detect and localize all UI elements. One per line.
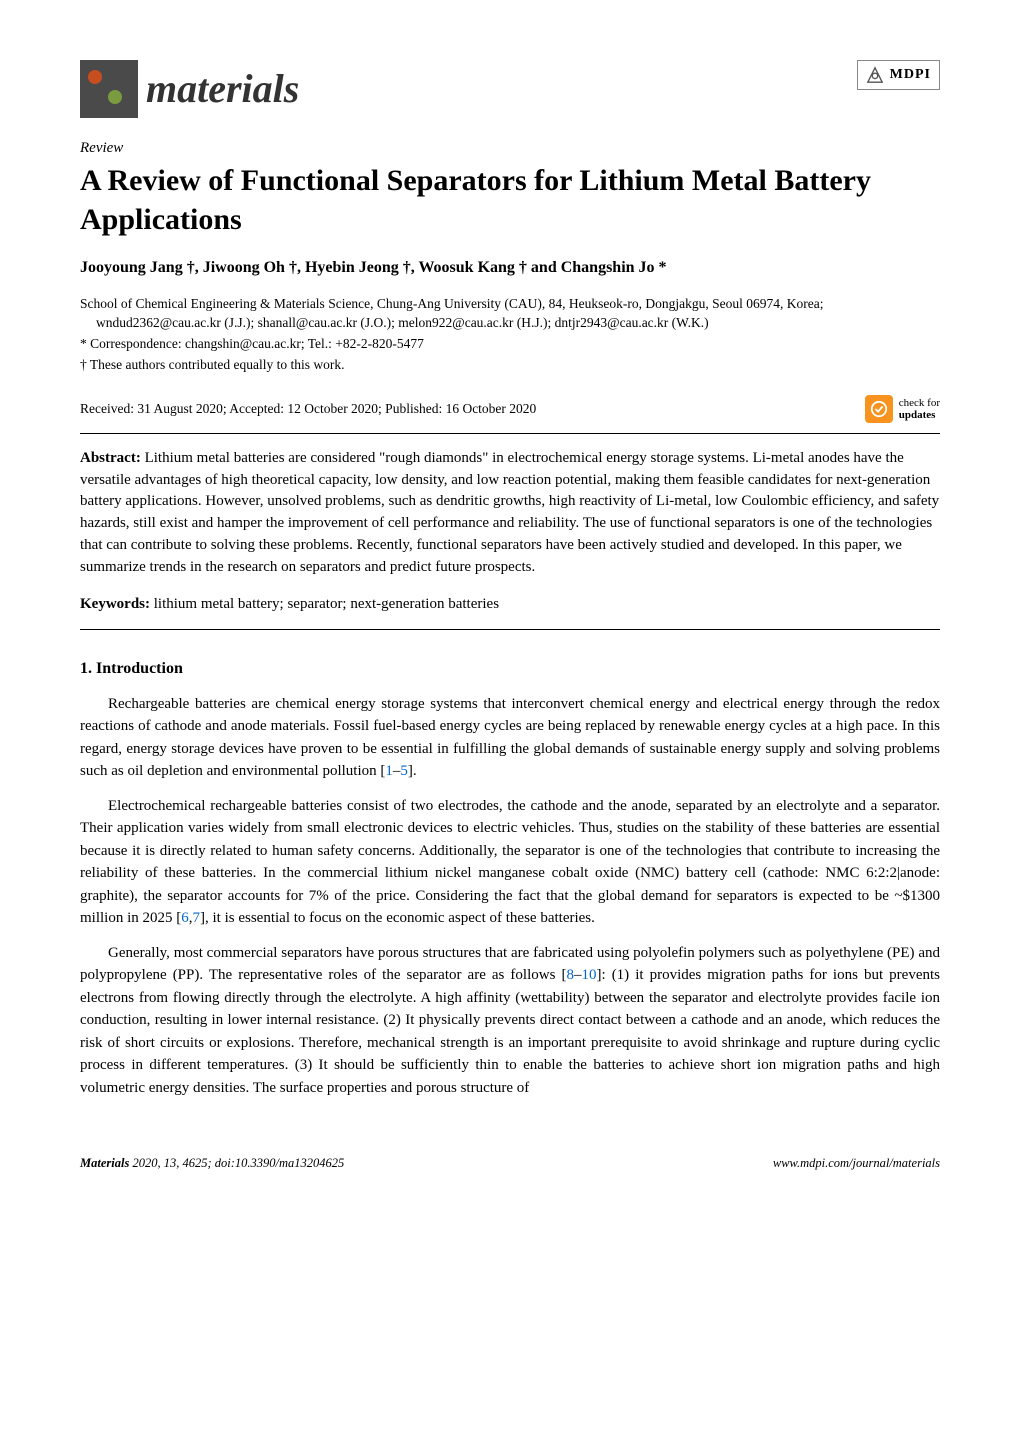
affiliation: School of Chemical Engineering & Materia…: [80, 295, 940, 333]
publisher-logo: MDPI: [857, 60, 940, 90]
footer-url: www.mdpi.com/journal/materials: [773, 1155, 940, 1173]
header-row: materials MDPI: [80, 60, 940, 118]
publisher-name: MDPI: [890, 65, 931, 85]
abstract-label: Abstract:: [80, 450, 141, 466]
check-updates-icon: [865, 395, 893, 423]
footer: Materials 2020, 13, 4625; doi:10.3390/ma…: [80, 1149, 940, 1173]
citation[interactable]: 7: [193, 910, 201, 926]
citation[interactable]: 6: [181, 910, 189, 926]
updates-line1: check for: [899, 397, 940, 409]
citation[interactable]: 5: [400, 763, 408, 779]
paragraph: Rechargeable batteries are chemical ener…: [80, 693, 940, 783]
body-text: ], it is essential to focus on the econo…: [200, 910, 595, 926]
footer-citation: Materials 2020, 13, 4625; doi:10.3390/ma…: [80, 1155, 344, 1173]
paragraph: Generally, most commercial separators ha…: [80, 942, 940, 1100]
keywords-label: Keywords:: [80, 596, 150, 612]
divider: [80, 629, 940, 630]
article-type: Review: [80, 138, 940, 159]
citation[interactable]: 8: [566, 967, 574, 983]
correspondence: * Correspondence: changshin@cau.ac.kr; T…: [80, 335, 940, 354]
body-text: ].: [408, 763, 417, 779]
abstract: Abstract: Lithium metal batteries are co…: [80, 448, 940, 579]
body-text: ]: (1) it provides migration paths for i…: [80, 967, 940, 1096]
authors-line: Jooyoung Jang †, Jiwoong Oh †, Hyebin Je…: [80, 257, 940, 279]
mdpi-icon: [866, 66, 884, 84]
citation[interactable]: 1: [385, 763, 393, 779]
body-text: Electrochemical rechargeable batteries c…: [80, 798, 940, 927]
divider: [80, 433, 940, 434]
journal-name: materials: [146, 61, 299, 117]
paragraph: Electrochemical rechargeable batteries c…: [80, 795, 940, 930]
section-heading: 1. Introduction: [80, 658, 940, 680]
footer-year-vol: 2020, 13, 4625; doi:10.3390/ma13204625: [129, 1156, 344, 1170]
abstract-text: Lithium metal batteries are considered "…: [80, 450, 939, 575]
article-title: A Review of Functional Separators for Li…: [80, 161, 940, 239]
updates-line2: updates: [899, 409, 936, 421]
journal-logo-block: materials: [80, 60, 299, 118]
check-updates-badge[interactable]: check for updates: [865, 395, 940, 423]
materials-logo-icon: [80, 60, 138, 118]
contribution-note: † These authors contributed equally to t…: [80, 356, 940, 375]
body-text: Rechargeable batteries are chemical ener…: [80, 696, 940, 780]
keywords: Keywords: lithium metal battery; separat…: [80, 594, 940, 615]
footer-journal: Materials: [80, 1156, 129, 1170]
citation[interactable]: 10: [581, 967, 596, 983]
publication-dates: Received: 31 August 2020; Accepted: 12 O…: [80, 400, 536, 419]
keywords-text: lithium metal battery; separator; next-g…: [150, 596, 499, 612]
check-updates-text: check for updates: [899, 397, 940, 421]
